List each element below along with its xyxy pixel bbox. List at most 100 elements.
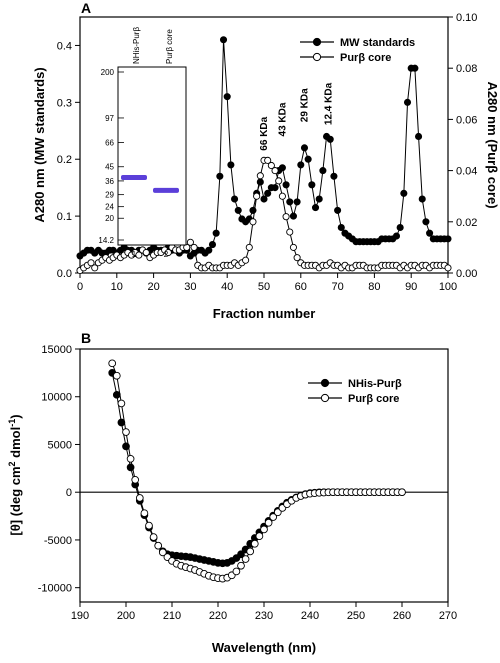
panel-a-point-core (183, 243, 191, 251)
panel-b-y-tick-label: -10000 (38, 583, 72, 595)
panel-b-point-core (246, 547, 255, 556)
panel-a-y2-axis-title: A280 nm (Purβ core) (485, 81, 500, 208)
legend-a-marker-core (312, 52, 322, 62)
panel-b-legend: NHis-Purβ Purβ core (308, 378, 402, 405)
panel-b-point-core (131, 475, 140, 484)
gel-frame (117, 66, 187, 246)
panel-a-annotation: 12.4 KDa (323, 82, 334, 125)
panel-a-point-mw (396, 223, 404, 232)
panel-b-point-core (145, 521, 153, 530)
panel-b-point-core (269, 513, 278, 521)
panel-a-y2-tick-label: 0.04 (456, 166, 477, 178)
panel-a-point-mw (256, 178, 264, 186)
panel-a-point-mw (392, 232, 401, 240)
panel-b-y-axis-title: [θ] (deg cm2 dmol-1) (7, 414, 23, 535)
panel-b-point-nhis (237, 550, 245, 559)
panel-a-point-mw (286, 198, 294, 206)
legend-a-marker-mw (312, 37, 322, 47)
legend-b-marker-nhis (320, 378, 330, 388)
panel-b-y-tick-label: 15000 (41, 344, 72, 356)
inset-gel: NHis-Purβ Purβ core 200 97 66 45 36 29 24 20 14.… (98, 27, 187, 259)
panel-a-x-tick-label: 60 (295, 281, 307, 293)
panel-a-point-core (293, 254, 301, 262)
panel-a-point-mw (330, 172, 338, 180)
panel-a-point-mw (289, 212, 297, 220)
panel-b-point-core (232, 567, 241, 576)
panel-a-point-core (282, 213, 290, 221)
panel-b-x-tick-label: 200 (117, 610, 135, 622)
gel-marker-label: 200 (101, 68, 115, 77)
panel-a-point-mw (315, 195, 323, 203)
panel-a-point-mw (205, 246, 213, 254)
panel-a-chart: A 0 10 20 30 40 50 60 70 80 90 100 0.0 0.1 0.2 0.3 0.4… (32, 0, 500, 321)
panel-a-y2-tick-label: 0.10 (456, 12, 477, 24)
panel-a-point-mw (415, 132, 423, 141)
gel-marker-label: 14.2 (98, 236, 114, 245)
panel-b-label: B (81, 330, 91, 346)
gel-lane-header-1: NHis-Purβ (132, 27, 141, 64)
legend-b-label-core: Purβ core (348, 393, 399, 405)
gel-marker-label: 24 (105, 203, 114, 212)
panel-b-point-core (273, 508, 282, 517)
legend-b-marker-core (320, 393, 330, 403)
panel-a-point-mw (411, 64, 419, 72)
panel-a-point-mw (212, 229, 220, 237)
panel-a-y-tick-label: 0.0 (57, 268, 72, 280)
panel-a-x-tick-label: 70 (331, 281, 343, 293)
panel-b-point-core (255, 532, 264, 540)
panel-a-x-tick-label: 10 (111, 281, 123, 293)
gel-marker-label: 66 (105, 138, 114, 147)
panel-a-point-core (289, 243, 297, 251)
panel-a-point-core (249, 218, 257, 226)
panel-a-x-ticks: 0 10 20 30 40 50 60 70 80 90 100 (77, 273, 457, 293)
panel-a-point-core (242, 256, 250, 264)
panel-b-point-core (398, 488, 406, 497)
gel-lane-header-2: Purβ core (165, 29, 174, 64)
panel-a-y-ticks: 0.0 0.1 0.2 0.3 0.4 (57, 40, 80, 280)
panel-b-point-core (112, 371, 121, 380)
panel-b-x-tick-label: 270 (439, 610, 457, 622)
panel-a-point-core (286, 228, 294, 236)
panel-b-x-tick-label: 190 (71, 610, 89, 622)
panel-a-point-mw (260, 195, 268, 203)
panel-a-y2-tick-label: 0.08 (456, 63, 477, 75)
legend-b-label-nhis: NHis-Purβ (348, 378, 402, 390)
panel-b-x-tick-label: 220 (209, 610, 227, 622)
panel-a-point-core (87, 259, 95, 267)
panel-a-point-mw (326, 135, 334, 143)
panel-a-point-mw (400, 189, 408, 197)
panel-b-point-core (140, 509, 149, 518)
panel-a-point-core (253, 192, 261, 200)
panel-b-y-tick-label: 10000 (41, 392, 72, 404)
panel-b-series (108, 359, 406, 583)
panel-a-point-core (271, 167, 279, 175)
panel-b-y-tick-label: 5000 (48, 439, 72, 451)
panel-a-point-core (444, 264, 452, 272)
panel-a-y2-tick-label: 0.00 (456, 268, 477, 280)
panel-a-y2-tick-label: 0.06 (456, 114, 477, 126)
panel-b-point-core (149, 533, 158, 541)
panel-a-point-mw (234, 206, 242, 214)
gel-lane-number-1: 1 (132, 250, 137, 259)
panel-a-label: A (81, 0, 91, 16)
panel-a-x-tick-label: 90 (405, 281, 417, 293)
panel-b-x-tick-label: 250 (347, 610, 365, 622)
panel-a-point-core (186, 238, 194, 246)
panel-b-point-core (264, 518, 273, 527)
panel-a-annotation: 43 KDa (277, 102, 288, 136)
gel-bands (121, 174, 179, 193)
panel-a-y-axis-title: A280 nm (MW standards) (32, 67, 47, 222)
panel-a-point-mw (271, 184, 279, 192)
gel-marker-label: 36 (105, 177, 114, 186)
panel-a-y-tick-label: 0.1 (57, 211, 72, 223)
panel-b-x-tick-label: 240 (301, 610, 319, 622)
panel-a-point-core (245, 243, 253, 251)
panel-a-y-tick-label: 0.2 (57, 154, 72, 166)
panel-a-y-tick-label: 0.4 (57, 40, 72, 52)
panel-a-point-mw (278, 164, 286, 172)
legend-a-label-mw: MW standards (340, 37, 415, 49)
panel-a-point-core (190, 243, 198, 251)
panel-a-point-core (135, 251, 143, 259)
panel-a-x-tick-label: 30 (184, 281, 196, 293)
panel-a-point-mw (334, 206, 342, 214)
